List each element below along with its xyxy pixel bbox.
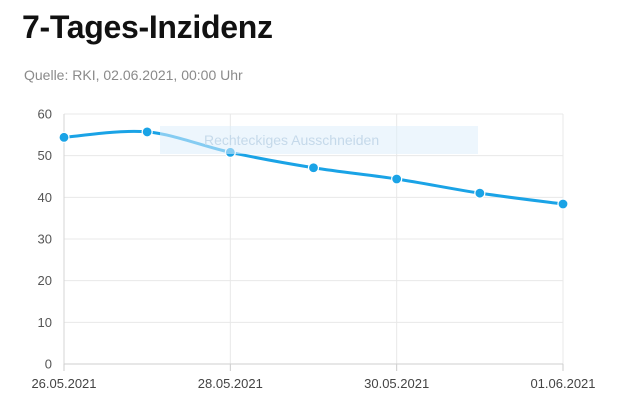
x-tick-label: 01.06.2021 bbox=[530, 376, 595, 391]
data-point bbox=[391, 173, 403, 185]
x-tick-label: 26.05.2021 bbox=[31, 376, 96, 391]
data-point bbox=[58, 131, 70, 143]
rectangular-snip-overlay bbox=[160, 126, 478, 154]
x-tick-label: 30.05.2021 bbox=[364, 376, 429, 391]
data-point bbox=[141, 126, 153, 138]
x-tick-label: 28.05.2021 bbox=[198, 376, 263, 391]
y-tick-label: 40 bbox=[38, 190, 52, 205]
y-tick-label: 50 bbox=[38, 148, 52, 163]
chart-title: 7-Tages-Inzidenz bbox=[22, 9, 273, 45]
data-point bbox=[307, 162, 320, 174]
y-tick-label: 20 bbox=[38, 273, 52, 288]
data-point bbox=[557, 198, 569, 210]
chart-source: Quelle: RKI, 02.06.2021, 00:00 Uhr bbox=[24, 67, 243, 83]
y-tick-label: 60 bbox=[38, 107, 52, 122]
y-tick-label: 30 bbox=[38, 232, 52, 247]
data-point bbox=[474, 187, 486, 199]
y-tick-label: 0 bbox=[45, 357, 52, 372]
rectangular-snip-label: Rechteckiges Ausschneiden bbox=[204, 132, 380, 148]
y-tick-label: 10 bbox=[38, 315, 52, 330]
